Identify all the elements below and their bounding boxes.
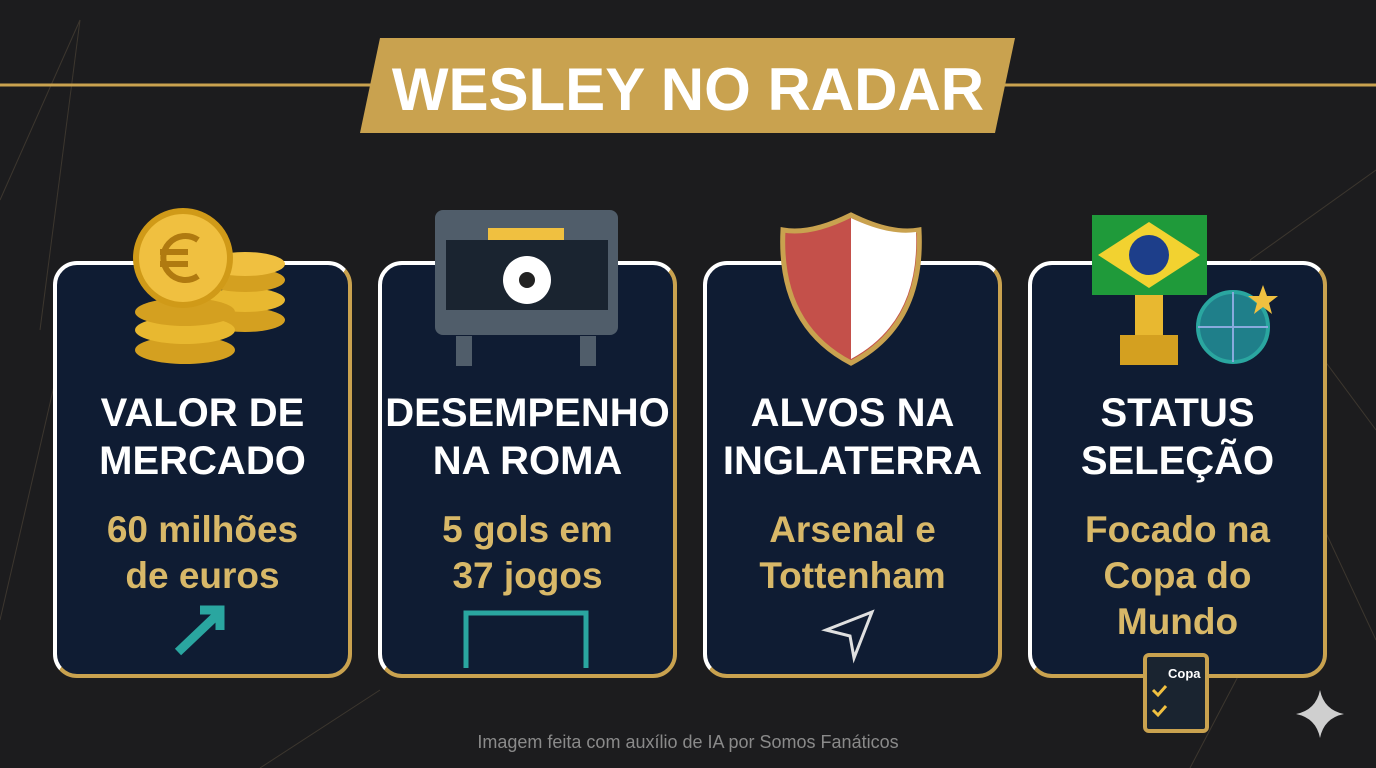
scoreboard-icon [435,210,618,668]
footer: Imagem feita com auxílio de IA por Somos… [477,732,898,752]
card-detail: Mundo [1117,601,1238,642]
sparkle [1296,690,1344,738]
card-heading: MERCADO [99,439,306,483]
card-detail: Focado na [1085,509,1270,550]
card-detail: Arsenal e [769,509,936,550]
coins-icon [133,208,285,656]
card-heading: STATUS [1100,391,1254,435]
card-detail: Copa do [1104,555,1252,596]
card-heading: INGLATERRA [723,439,982,483]
card-heading: SELEÇÃO [1081,437,1274,483]
card-detail: 37 jogos [452,555,602,596]
icon-label: Copa [1168,666,1201,681]
card-detail: de euros [125,555,279,596]
title-banner [360,38,1015,133]
shield-icon [780,212,922,664]
card-detail: 60 milhões [107,509,298,550]
card-detail: Tottenham [759,555,945,596]
trophy-icon: Copa [1092,215,1278,733]
title: WESLEY NO RADAR [392,56,984,123]
card-heading: NA ROMA [433,439,623,483]
card-detail: 5 gols em [442,509,613,550]
card-heading: VALOR DE [101,391,305,435]
card-heading: DESEMPENHO [385,391,670,435]
card-heading: ALVOS NA [751,391,955,435]
